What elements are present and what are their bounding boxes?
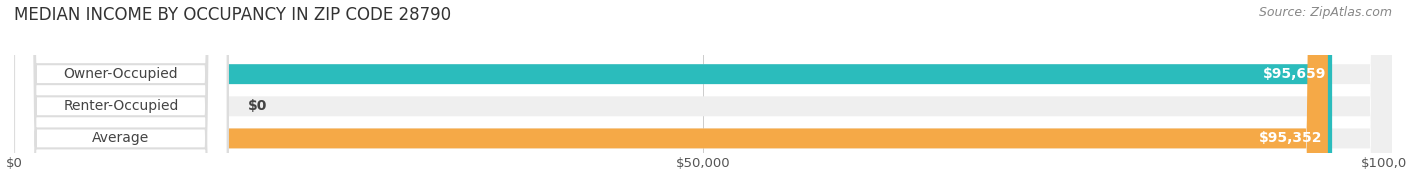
FancyBboxPatch shape (14, 0, 228, 196)
Text: $95,352: $95,352 (1258, 132, 1323, 145)
Text: Renter-Occupied: Renter-Occupied (63, 99, 179, 113)
FancyBboxPatch shape (14, 0, 228, 196)
FancyBboxPatch shape (14, 0, 1331, 196)
FancyBboxPatch shape (14, 0, 1392, 196)
FancyBboxPatch shape (14, 0, 1392, 196)
Text: Average: Average (93, 132, 149, 145)
FancyBboxPatch shape (14, 0, 228, 196)
Text: Source: ZipAtlas.com: Source: ZipAtlas.com (1258, 6, 1392, 19)
FancyBboxPatch shape (14, 0, 1392, 196)
Text: MEDIAN INCOME BY OCCUPANCY IN ZIP CODE 28790: MEDIAN INCOME BY OCCUPANCY IN ZIP CODE 2… (14, 6, 451, 24)
FancyBboxPatch shape (14, 0, 1327, 196)
Text: $0: $0 (249, 99, 267, 113)
Text: Owner-Occupied: Owner-Occupied (63, 67, 179, 81)
Text: $95,659: $95,659 (1263, 67, 1327, 81)
